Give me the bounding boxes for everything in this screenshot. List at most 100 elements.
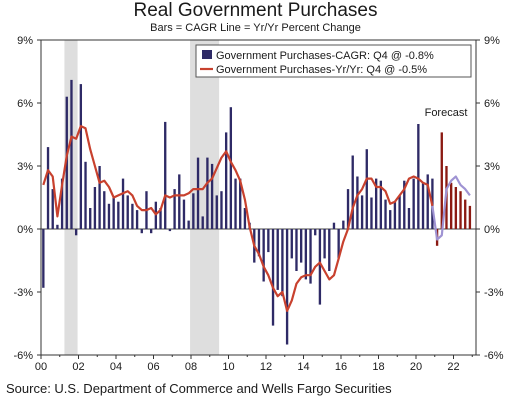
legend-label-bar: Government Purchases-CAGR: Q4 @ -0.8%	[216, 50, 434, 62]
bar-mark	[426, 174, 429, 229]
bar-mark	[173, 189, 176, 229]
chart-svg: 00 02 04 06 08 10 12 14 16 18 20 22 -6% -6% -3% -3% 0% 0%…	[13, 35, 503, 373]
y-tick-label-right: -3%	[484, 287, 504, 299]
y-tick-label-left: 0%	[17, 224, 33, 236]
legend-label-line: Government Purchases-Yr/Yr: Q4 @ -0.5%	[216, 64, 427, 76]
recession-shading	[64, 40, 220, 355]
axis-labels: 00 02 04 06 08 10 12 14 16 18 20 22 -6% -6% -3% -3% 0% 0%…	[13, 35, 503, 373]
bar-mark	[257, 229, 261, 257]
bar-mark	[295, 229, 298, 271]
bar-mark	[384, 199, 387, 229]
bar-mark	[379, 180, 383, 229]
bar-mark	[239, 178, 242, 229]
bar-mark	[360, 195, 364, 229]
bar-mark	[79, 84, 83, 229]
y-tick-label-right: 3%	[484, 161, 500, 173]
bar-mark	[370, 197, 373, 229]
x-tick-label: 20	[410, 361, 422, 373]
y-tick-label-left: 9%	[17, 35, 33, 47]
bar-mark	[46, 147, 50, 229]
bar-mark	[42, 229, 45, 288]
bar-mark	[267, 229, 270, 253]
bar-mark	[74, 229, 78, 236]
bar-mark	[178, 174, 181, 229]
y-tick-label-left: -3%	[13, 287, 33, 299]
y-tick-label-right: 9%	[484, 35, 500, 47]
bar-mark	[271, 229, 275, 326]
bar-mark	[314, 229, 317, 236]
x-tick-label: 14	[297, 361, 309, 373]
bar-mark	[60, 178, 64, 229]
x-tick-label: 16	[335, 361, 347, 373]
legend-swatch-bar	[202, 50, 212, 59]
y-tick-label-left: 6%	[17, 98, 33, 110]
bar-mark	[229, 107, 233, 229]
y-tick-label-right: 0%	[484, 224, 500, 236]
bar-mark	[459, 191, 462, 229]
bar-mark	[112, 197, 115, 229]
legend: Government Purchases-CAGR: Q4 @ -0.8% Go…	[195, 44, 472, 78]
bar-mark	[65, 96, 68, 229]
bar-mark	[135, 210, 139, 229]
bar-mark	[328, 229, 331, 271]
bar-mark	[285, 229, 289, 345]
bar-mark	[276, 229, 279, 290]
bar-mark	[356, 176, 359, 229]
bar-mark	[107, 203, 111, 229]
bar-mark	[103, 191, 106, 229]
bar-mark	[210, 163, 214, 229]
bar-mark	[309, 229, 312, 284]
bar-mark	[121, 178, 125, 229]
x-tick-label: 00	[35, 361, 47, 373]
x-tick-label: 18	[372, 361, 384, 373]
bar-mark	[140, 229, 143, 234]
bar-mark	[389, 210, 392, 229]
legend-box	[195, 44, 472, 78]
bar-series	[42, 79, 472, 345]
bar-mark	[464, 199, 467, 229]
chart-subtitle: Bars = CAGR Line = Yr/Yr Percent Change	[150, 22, 361, 34]
plot-frame	[40, 39, 477, 356]
bar-mark	[323, 229, 326, 259]
bar-mark	[403, 180, 406, 229]
bar-mark	[187, 220, 190, 229]
bar-mark	[182, 199, 186, 229]
forecast-label: Forecast	[425, 107, 468, 119]
line-forecast	[431, 175, 471, 241]
x-tick-label: 22	[447, 361, 459, 373]
bar-mark	[206, 157, 209, 229]
bar-mark	[365, 149, 368, 229]
bar-mark	[449, 182, 453, 229]
bar-mark	[117, 201, 120, 229]
x-tick-label: 08	[185, 361, 197, 373]
y-tick-label-left: -6%	[13, 350, 33, 362]
bar-mark	[318, 229, 322, 305]
bar-mark	[51, 189, 54, 229]
bar-mark	[290, 229, 293, 259]
bar-mark	[454, 187, 458, 229]
bar-mark	[468, 205, 472, 229]
y-tick-label-right: 6%	[484, 98, 500, 110]
bar-mark	[346, 189, 350, 229]
bar-mark	[89, 208, 92, 229]
bar-mark	[168, 229, 172, 232]
bar-mark	[304, 229, 308, 280]
bar-mark	[281, 229, 284, 297]
x-tick-label: 12	[260, 361, 272, 373]
bar-mark	[131, 203, 134, 229]
bar-mark	[262, 229, 265, 282]
y-tick-label-right: -6%	[484, 350, 504, 362]
bar-mark	[398, 195, 401, 229]
bar-mark	[332, 222, 336, 229]
chart-title: Real Government Purchases	[133, 0, 378, 21]
bar-mark	[164, 121, 167, 229]
x-tick-label: 10	[222, 361, 234, 373]
line-series	[42, 124, 471, 312]
bar-mark	[220, 191, 223, 229]
bar-mark	[84, 161, 87, 229]
bar-mark	[201, 216, 204, 229]
bar-mark	[393, 201, 397, 229]
bar-mark	[440, 132, 443, 229]
bar-mark	[126, 195, 129, 229]
bar-mark	[299, 229, 303, 263]
